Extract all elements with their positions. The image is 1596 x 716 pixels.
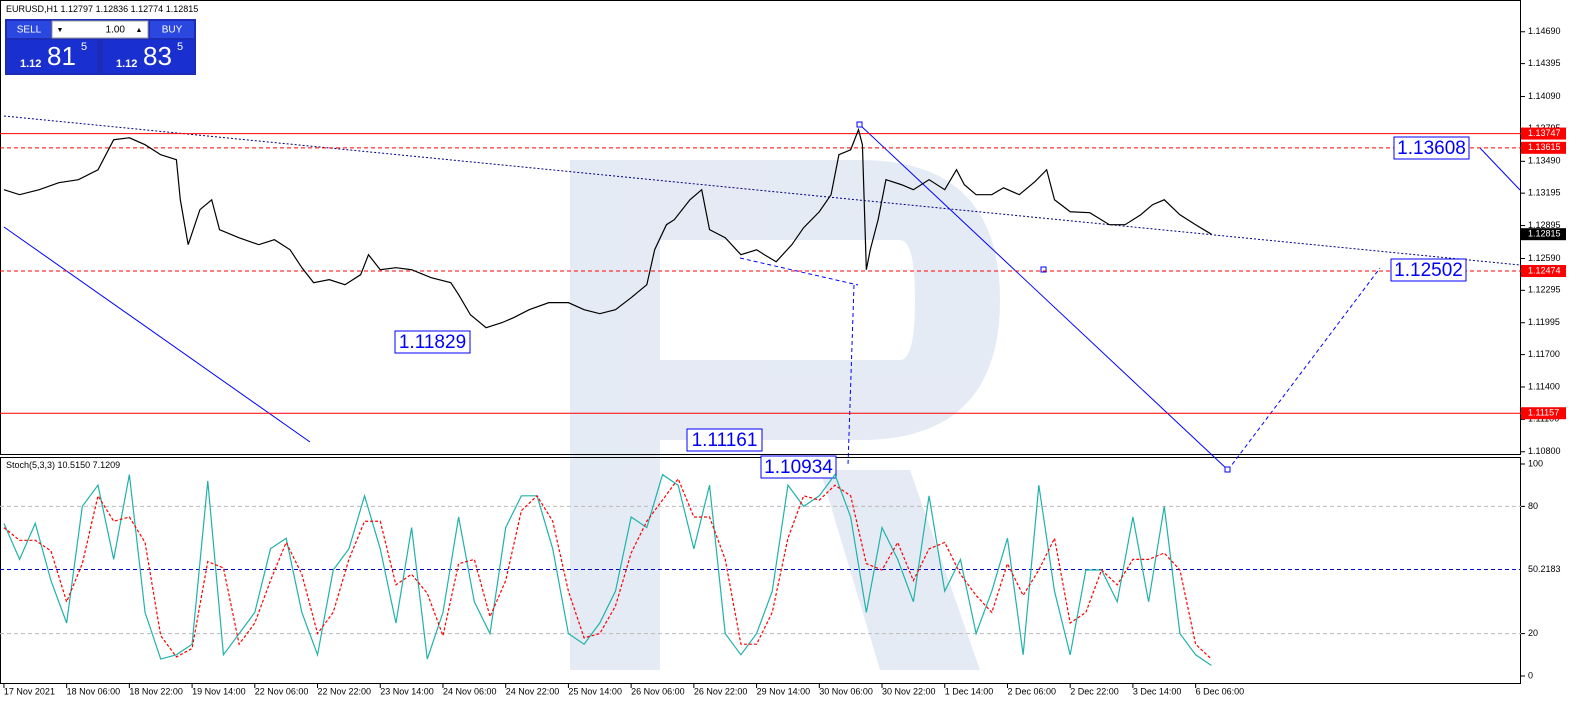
buy-price-prefix: 1.12 — [116, 58, 137, 70]
y-tick-label: 1.12895 — [1528, 220, 1561, 230]
annotation: 1.11161 — [692, 430, 758, 451]
sell-button[interactable] — [7, 21, 51, 38]
annotation-box — [760, 455, 837, 479]
annotation: 1.13608 — [1397, 138, 1466, 159]
x-tick-label: 18 Nov 22:00 — [129, 686, 183, 696]
y-tick-label: 1.10800 — [1528, 446, 1561, 456]
level-label-bg — [1521, 265, 1566, 278]
sell-label: SELL — [17, 25, 42, 36]
ohlc-close: 1.12815 — [166, 4, 199, 14]
buy-price-last: 5 — [177, 41, 183, 53]
price-panel-frame — [0, 0, 1521, 455]
plot-layer: 1.146901.143951.140901.137951.134901.131… — [0, 26, 1566, 696]
current-price-label: 1.12815 — [1528, 229, 1561, 239]
level-label-bg — [1521, 127, 1566, 140]
y-tick-label: 1.12590 — [1528, 253, 1561, 263]
annotation: 1.11829 — [399, 332, 466, 353]
buy-price-big: 83 — [143, 41, 172, 71]
x-tick-label: 19 Nov 14:00 — [192, 686, 246, 696]
y-tick-label: 80 — [1528, 501, 1538, 511]
x-tick-label: 3 Dec 14:00 — [1133, 686, 1182, 696]
stoch-main-value: 10.5150 — [58, 460, 91, 470]
volume-down[interactable]: ▼ — [57, 27, 64, 34]
x-tick-label: 1 Dec 14:00 — [945, 686, 994, 696]
ohlc-high: 1.12836 — [96, 4, 129, 14]
sell-price-prefix: 1.12 — [20, 58, 41, 70]
symbol: EURUSD,H1 — [6, 4, 58, 14]
x-tick-label: 23 Nov 14:00 — [380, 686, 434, 696]
y-tick-label: 1.11400 — [1528, 381, 1560, 391]
stoch-header: Stoch(5,3,3) 10.5150 7.1209 — [6, 460, 120, 470]
y-tick-label: 20 — [1528, 628, 1538, 638]
buy-label: BUY — [162, 25, 183, 36]
x-tick-label: 30 Nov 22:00 — [882, 686, 936, 696]
current-price-bg — [1521, 228, 1566, 241]
y-tick-label: 1.11995 — [1528, 317, 1560, 327]
level-label-bg — [1521, 141, 1566, 154]
x-tick-label: 2 Dec 22:00 — [1070, 686, 1119, 696]
level-label: 1.11157 — [1528, 408, 1559, 418]
x-tick-label: 6 Dec 06:00 — [1196, 686, 1245, 696]
annotation-box — [1393, 136, 1470, 160]
y-tick-label: 1.11700 — [1528, 349, 1560, 359]
series-line — [3, 127, 1212, 329]
sell-price-last: 5 — [81, 41, 87, 53]
y-tick-label: 1.13195 — [1528, 188, 1561, 198]
volume-up[interactable]: ▲ — [136, 27, 143, 34]
y-tick-label: 1.12295 — [1528, 285, 1561, 295]
annotation-box — [1390, 258, 1467, 282]
x-tick-label: 24 Nov 22:00 — [506, 686, 560, 696]
trend-lines — [3, 115, 1521, 473]
x-tick-label: 26 Nov 06:00 — [631, 686, 685, 696]
buy-button[interactable] — [150, 21, 194, 38]
x-tick-label: 26 Nov 22:00 — [694, 686, 748, 696]
x-tick-label: 22 Nov 06:00 — [255, 686, 309, 696]
level-label: 1.13615 — [1528, 142, 1561, 152]
annotation: 1.12502 — [1394, 260, 1463, 281]
volume-box[interactable] — [51, 20, 149, 39]
y-tick-label: 1.13490 — [1528, 156, 1561, 166]
series-line — [3, 473, 1212, 666]
y-tick-label: 100 — [1528, 458, 1543, 468]
sell-price-box[interactable] — [7, 40, 97, 73]
x-tick-label: 2 Dec 06:00 — [1007, 686, 1056, 696]
y-tick-label: 1.14690 — [1528, 26, 1561, 36]
ohlc-open: 1.12797 — [61, 4, 94, 14]
y-tick-label: 1.14090 — [1528, 91, 1561, 101]
trade-panel: SELL ▼ ▲ 1.00 BUY 1.12 81 5 1.12 83 5 — [5, 19, 196, 75]
volume: 1.00 — [106, 25, 126, 36]
y-tick-label: 1.14395 — [1528, 58, 1561, 68]
level-label-bg — [1521, 407, 1566, 420]
y-tick-label: 0 — [1528, 670, 1533, 680]
x-tick-label: 18 Nov 06:00 — [67, 686, 121, 696]
annotation: 1.10934 — [764, 457, 833, 478]
level-label: 1.13747 — [1528, 128, 1561, 138]
mid-level-label: 50.2183 — [1528, 564, 1561, 574]
header: EURUSD,H1 1.12797 1.12836 1.12774 1.1281… — [6, 4, 198, 14]
annotation-box — [686, 428, 763, 452]
x-tick-label: 22 Nov 22:00 — [318, 686, 372, 696]
stoch-signal-value: 7.1209 — [93, 460, 121, 470]
series-line — [3, 477, 1212, 660]
x-tick-label: 29 Nov 14:00 — [757, 686, 811, 696]
ohlc-low: 1.12774 — [131, 4, 164, 14]
x-tick-label: 30 Nov 06:00 — [819, 686, 873, 696]
buy-price-box[interactable] — [103, 40, 194, 73]
x-tick-label: 25 Nov 14:00 — [568, 686, 622, 696]
x-tick-label: 17 Nov 2021 — [4, 686, 55, 696]
stoch-title: Stoch(5,3,3) — [6, 460, 55, 470]
level-label: 1.12474 — [1528, 265, 1561, 275]
x-tick-label: 24 Nov 06:00 — [443, 686, 497, 696]
sell-price-big: 81 — [47, 41, 76, 71]
annotation-box — [394, 330, 471, 354]
